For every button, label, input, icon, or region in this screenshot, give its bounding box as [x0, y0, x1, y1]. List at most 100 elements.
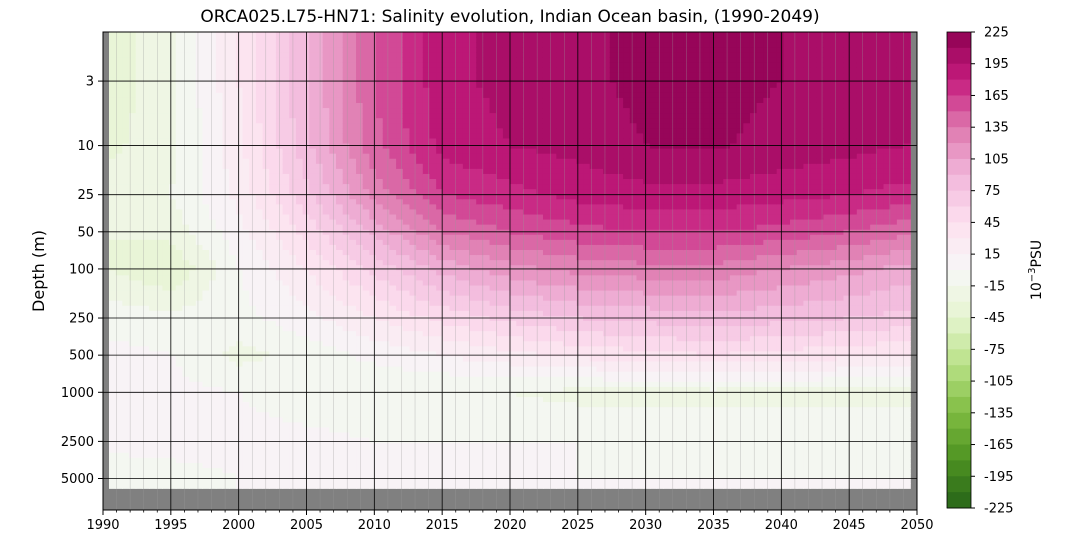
heat-cell: [222, 113, 230, 119]
heat-cell: [269, 52, 277, 58]
heat-cell: [436, 123, 444, 129]
heat-cell: [456, 148, 464, 155]
heat-cell: [469, 113, 477, 119]
heat-cell: [382, 224, 391, 231]
heat-cell: [142, 113, 150, 119]
heat-cell: [235, 265, 244, 271]
heat-cell: [329, 407, 337, 413]
heat-cell: [309, 295, 317, 302]
heat-cell: [182, 67, 190, 74]
heat-cell: [262, 67, 270, 74]
heat-cell: [396, 300, 404, 307]
heat-cell: [315, 214, 324, 221]
heat-cell: [202, 351, 210, 358]
heat-cell: [175, 158, 184, 165]
heat-cell: [389, 42, 397, 48]
heat-cell: [282, 447, 290, 454]
heat-cell: [396, 219, 404, 226]
heat-cell: [249, 168, 257, 175]
heat-cell: [249, 473, 257, 479]
heat-cell: [476, 168, 484, 175]
heat-cell: [155, 356, 164, 363]
heat-cell: [409, 447, 417, 454]
heat-cell: [135, 234, 143, 241]
heat-cell: [262, 57, 270, 64]
heat-cell: [376, 118, 384, 124]
heat-cell: [369, 229, 377, 236]
heat-cell: [342, 315, 350, 322]
heat-cell: [155, 346, 164, 352]
heat-cell: [436, 427, 444, 434]
heat-cell: [369, 37, 377, 43]
heat-cell: [416, 77, 424, 84]
heat-cell: [336, 255, 344, 261]
heat-cell: [262, 478, 270, 484]
heat-cell: [215, 67, 224, 74]
heat-cell: [195, 42, 204, 48]
heat-cell: [189, 442, 197, 449]
heat-cell: [169, 163, 177, 170]
heat-cell: [249, 315, 257, 322]
heat-cell: [349, 442, 357, 449]
heat-cell: [436, 199, 444, 205]
heat-cell: [142, 67, 150, 74]
heat-cell: [242, 194, 250, 200]
heat-cell: [416, 62, 424, 69]
heat-cell: [155, 214, 164, 221]
heat-cell: [182, 244, 190, 251]
heat-cell: [262, 179, 270, 185]
heat-cell: [249, 47, 257, 53]
heat-cell: [295, 173, 304, 180]
heat-cell: [282, 265, 290, 271]
heat-cell: [369, 391, 377, 398]
heat-cell: [309, 163, 317, 170]
heat-cell: [429, 331, 437, 337]
heat-cell: [422, 143, 431, 150]
heat-cell: [342, 128, 350, 134]
heat-cell: [235, 108, 244, 114]
heat-cell: [342, 219, 350, 226]
heat-cell: [362, 407, 370, 413]
heat-cell: [149, 391, 157, 398]
heat-cell: [255, 412, 264, 418]
heat-cell: [282, 189, 290, 195]
heat-cell: [449, 285, 457, 292]
heat-cell: [416, 173, 424, 180]
heat-cell: [329, 412, 337, 418]
heat-cell: [449, 244, 457, 251]
heat-cell: [442, 270, 451, 276]
heat-cell: [449, 432, 457, 439]
heat-cell: [129, 87, 137, 94]
heat-cell: [456, 452, 464, 459]
heat-cell: [189, 153, 197, 160]
heat-cell: [449, 473, 457, 479]
heat-cell: [149, 376, 157, 383]
heat-cell: [115, 402, 123, 408]
heat-cell: [396, 123, 404, 129]
heat-cell: [309, 386, 317, 393]
heat-cell: [189, 402, 197, 408]
heat-cell: [469, 320, 477, 327]
heat-cell: [322, 148, 330, 155]
heat-cell: [369, 52, 377, 58]
heat-cell: [462, 153, 471, 160]
heat-cell: [155, 158, 164, 165]
heat-cell: [462, 305, 471, 312]
heat-cell: [115, 462, 123, 469]
heat-cell: [322, 260, 330, 266]
heat-cell: [129, 102, 137, 109]
heat-cell: [349, 189, 357, 195]
heat-cell: [155, 108, 164, 114]
heat-cell: [436, 250, 444, 256]
heat-cell: [436, 376, 444, 383]
heat-cell: [356, 37, 364, 43]
heat-cell: [362, 184, 370, 190]
heat-cell: [429, 483, 437, 489]
heat-cell: [329, 391, 337, 398]
heat-cell: [122, 209, 130, 216]
heat-cell: [262, 391, 270, 398]
heat-cell: [402, 92, 411, 99]
heat-cell: [462, 326, 471, 332]
heat-cell: [356, 62, 364, 69]
heat-cell: [175, 57, 184, 64]
